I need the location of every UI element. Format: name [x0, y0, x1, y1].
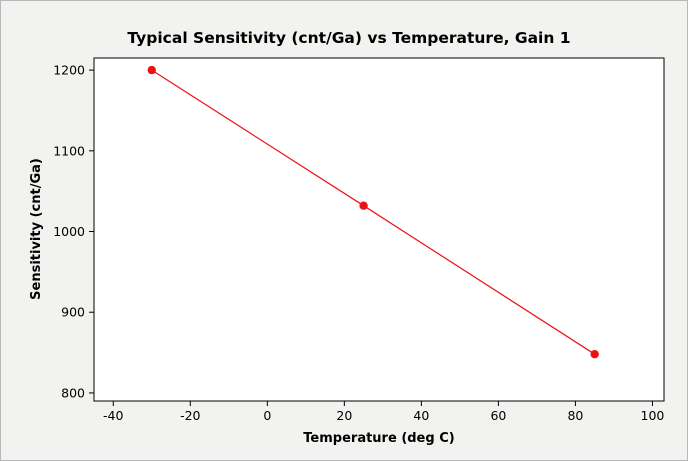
y-tick-label: 1200 [53, 63, 85, 78]
x-axis: -40 -20 0 20 40 60 80 100 [103, 401, 664, 423]
y-tick-label: 1100 [53, 143, 85, 158]
x-tick-label: 80 [567, 408, 583, 423]
data-point [147, 65, 156, 75]
x-tick-label: 40 [413, 408, 429, 423]
y-axis-label: Sensitivity (cnt/Ga) [29, 158, 44, 300]
x-axis-label: Temperature (deg C) [303, 431, 454, 446]
y-tick-label: 1000 [53, 224, 85, 239]
y-tick-label: 900 [61, 305, 85, 320]
plot-area [93, 57, 665, 402]
x-tick-label: 0 [263, 408, 271, 423]
data-point [590, 349, 599, 359]
y-axis: 800 900 1000 1100 1200 [53, 63, 94, 400]
series-group [147, 65, 599, 359]
y-tick-label: 800 [61, 385, 85, 400]
x-tick-label: 20 [336, 408, 352, 423]
chart-title: Typical Sensitivity (cnt/Ga) vs Temperat… [127, 29, 570, 47]
x-tick-label: -20 [180, 408, 200, 423]
x-tick-label: -40 [103, 408, 123, 423]
data-point [359, 201, 368, 210]
x-tick-label: 100 [641, 408, 665, 423]
x-tick-label: 60 [490, 408, 506, 423]
